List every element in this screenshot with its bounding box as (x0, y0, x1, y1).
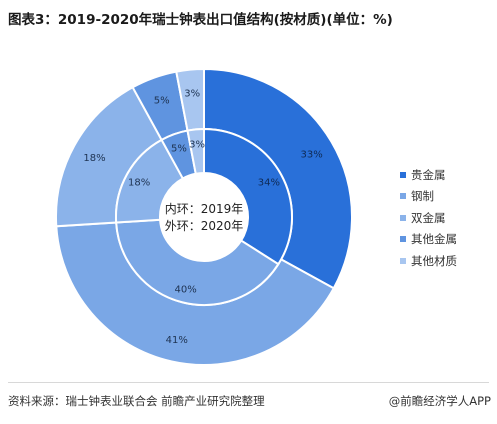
outer-ring-data-label-3: 18% (83, 153, 105, 164)
outer-ring-data-label-2: 41% (166, 335, 188, 346)
outer-ring-data-label-4: 5% (154, 95, 170, 106)
center-label: 内环：2019年 外环：2020年 (165, 202, 244, 233)
legend-label: 贵金属 (411, 167, 446, 182)
credit-note: @前瞻经济学人APP (388, 394, 491, 408)
inner-ring-slice-2 (115, 218, 280, 306)
legend-swatch (400, 214, 406, 221)
legend-item: 钢制 (400, 186, 457, 208)
inner-ring-data-label-3: 18% (128, 177, 150, 188)
legend-swatch (400, 236, 406, 243)
legend-item: 贵金属 (400, 164, 457, 186)
legend-item: 其他金属 (400, 229, 457, 251)
legend-label: 其他材质 (411, 253, 457, 268)
inner-ring-data-label-4: 5% (171, 143, 187, 154)
inner-ring-data-label-5: 3% (189, 139, 205, 150)
source-note: 资料来源：瑞士钟表业联合会 前瞻产业研究院整理 (8, 394, 265, 408)
legend-item: 双金属 (400, 207, 457, 229)
outer-ring-data-label-5: 3% (184, 89, 200, 100)
legend-item: 其他材质 (400, 250, 457, 272)
inner-ring-slice-1 (203, 127, 293, 266)
footer-divider (8, 382, 489, 383)
center-label-line-2: 外环：2020年 (165, 219, 244, 233)
inner-ring-data-label-1: 34% (258, 177, 280, 188)
legend-swatch (400, 193, 406, 200)
slice-labels: 34%40%18%5% 3%33%41%18%5%3% (83, 89, 322, 346)
center-label-line-1: 内环：2019年 (165, 202, 244, 216)
legend: 贵金属 钢制 双金属 其他金属 其他材质 (400, 164, 457, 272)
inner-ring-slice-5 (186, 127, 205, 175)
chart-title: 图表3：2019-2020年瑞士钟表出口值结构(按材质)(单位：%) (8, 12, 393, 28)
outer-ring-data-label-1: 33% (300, 149, 322, 160)
legend-swatch (400, 171, 406, 178)
legend-label: 双金属 (411, 210, 446, 225)
outer-ring-2020 (55, 67, 353, 366)
legend-swatch (400, 257, 406, 264)
legend-label: 钢制 (411, 189, 434, 204)
inner-ring-data-label-2: 40% (174, 285, 196, 296)
inner-ring-2019 (115, 127, 293, 306)
legend-label: 其他金属 (411, 232, 457, 247)
